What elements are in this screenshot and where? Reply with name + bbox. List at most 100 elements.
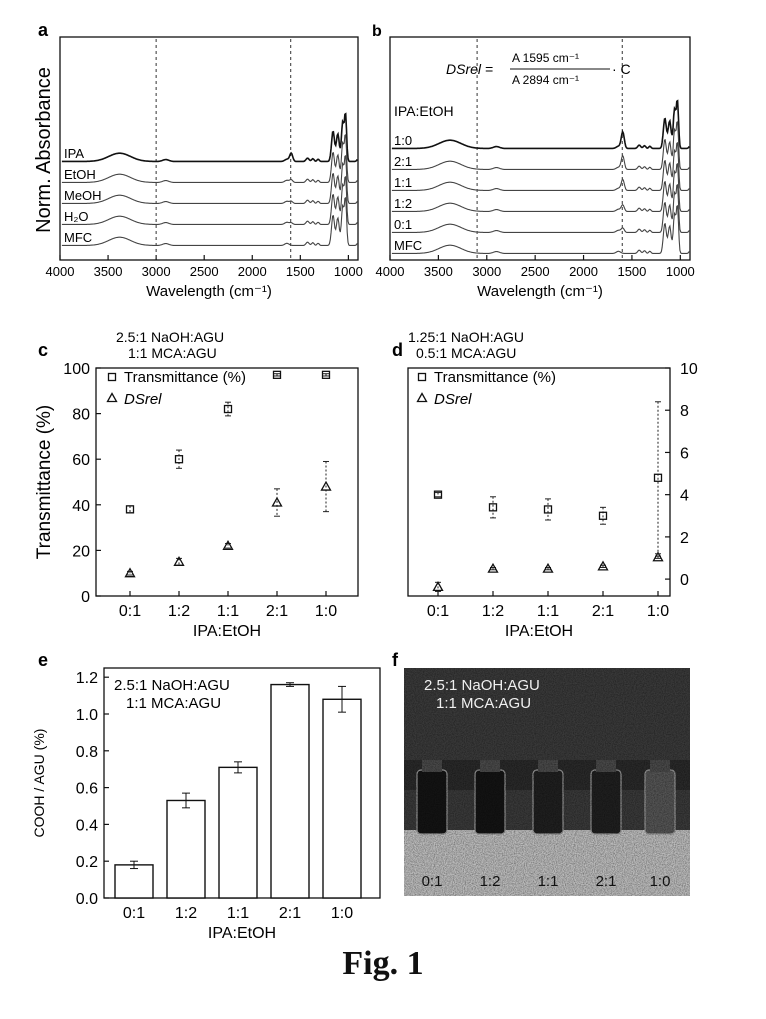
- panel-c: c2.5:1 NaOH:AGU1:1 MCA:AGU020406080100Tr…: [34, 329, 358, 640]
- y-tick-label: 1.2: [76, 670, 98, 687]
- x-axis-label: IPA:EtOH: [208, 925, 276, 942]
- x-tick-label: 3500: [94, 264, 123, 279]
- series-label: MFC: [64, 230, 92, 245]
- y-axis-label: Norm. Absorbance: [33, 67, 55, 233]
- x-tick-label: 2500: [190, 264, 219, 279]
- legend-title: IPA:EtOH: [394, 103, 454, 119]
- x-tick-label: 1:1: [537, 603, 559, 620]
- x-tick-label: 1:2: [482, 603, 504, 620]
- condition-label: 1.25:1 NaOH:AGU: [408, 329, 524, 345]
- equation-numerator: A 1595 cm⁻¹: [512, 51, 579, 65]
- condition-label: 1:1 MCA:AGU: [128, 345, 217, 361]
- condition-label: 0.5:1 MCA:AGU: [416, 345, 516, 361]
- series-label: EtOH: [64, 167, 96, 182]
- x-tick-label: 1:0: [315, 603, 337, 620]
- x-tick-label: 2:1: [592, 603, 614, 620]
- y2-tick-label: 8: [680, 403, 689, 420]
- photo-label: 1:1 MCA:AGU: [436, 695, 531, 712]
- y2-tick-label: 4: [680, 488, 689, 505]
- x-axis-label: Wavelength (cm⁻¹): [146, 283, 272, 300]
- condition-label: 2.5:1 NaOH:AGU: [116, 329, 224, 345]
- series-label: MeOH: [64, 188, 102, 203]
- panel-letter: a: [38, 20, 49, 40]
- y-tick-label: 40: [72, 498, 90, 515]
- figure-caption: Fig. 1: [0, 945, 766, 983]
- panel-e: e 2.5:1 NaOH:AGU1:1 MCA:AGU 0.0 0.2 0.4 0.6 0.…: [31, 650, 380, 942]
- y-tick-label: 0: [81, 589, 90, 606]
- x-tick-label: 1000: [334, 264, 363, 279]
- y-tick-label: 0.4: [76, 817, 98, 834]
- x-tick-label: 1500: [617, 264, 646, 279]
- condition-label: 1:1 MCA:AGU: [126, 695, 221, 712]
- panel-d: d1.25:1 NaOH:AGU0.5:1 MCA:AGU02468100:11…: [392, 329, 698, 640]
- vial-label: 1:2: [480, 873, 501, 890]
- x-tick-label: 3000: [472, 264, 501, 279]
- x-tick-label: 3000: [142, 264, 171, 279]
- series-label: MFC: [394, 238, 422, 253]
- y-tick-label: 0.2: [76, 854, 98, 871]
- plot-frame: [60, 37, 358, 260]
- x-tick-label: 2:1: [279, 905, 301, 922]
- bar: [167, 800, 205, 898]
- x-axis-label: IPA:EtOH: [193, 623, 261, 640]
- y-tick-label: 80: [72, 407, 90, 424]
- y2-tick-label: 10: [680, 361, 698, 378]
- x-tick-label: 2000: [238, 264, 267, 279]
- x-tick-label: 1:1: [217, 603, 239, 620]
- y-tick-label: 0.8: [76, 744, 98, 761]
- legend-label: DSrel: [434, 391, 472, 408]
- x-tick-label: 4000: [46, 264, 75, 279]
- x-tick-label: 2:1: [266, 603, 288, 620]
- x-tick-label: 1000: [666, 264, 695, 279]
- vial-label: 0:1: [422, 873, 443, 890]
- y-axis-label: Transmittance (%): [34, 405, 55, 560]
- y2-tick-label: 0: [680, 572, 689, 589]
- x-tick-label: 4000: [376, 264, 405, 279]
- legend-label: Transmittance (%): [124, 369, 246, 386]
- equation-suffix: · C: [612, 61, 631, 77]
- legend-label: DSrel: [124, 391, 162, 408]
- y-tick-label: 0.6: [76, 781, 98, 798]
- y-axis-label: COOH / AGU (%): [31, 729, 47, 838]
- y-tick-label: 20: [72, 543, 90, 560]
- bar: [323, 699, 361, 898]
- marker-triangle: [418, 394, 427, 402]
- x-tick-label: 0:1: [119, 603, 141, 620]
- equation-lhs: DSrel =: [446, 61, 493, 77]
- x-tick-label: 1:2: [168, 603, 190, 620]
- legend-label: Transmittance (%): [434, 369, 556, 386]
- x-axis-label: IPA:EtOH: [505, 623, 573, 640]
- marker-square: [419, 374, 426, 381]
- equation-denominator: A 2894 cm⁻¹: [512, 73, 579, 87]
- series-label: 2:1: [394, 154, 412, 169]
- y-tick-label: 100: [63, 361, 90, 378]
- panel-letter: d: [392, 340, 403, 360]
- bar: [219, 767, 257, 898]
- panel-letter: b: [372, 23, 382, 40]
- y2-tick-label: 6: [680, 445, 689, 462]
- marker-triangle: [108, 394, 117, 402]
- x-tick-label: 0:1: [427, 603, 449, 620]
- series-label: IPA: [64, 146, 84, 161]
- x-tick-label: 3500: [424, 264, 453, 279]
- panel-letter: e: [38, 650, 48, 670]
- series-label: 1:1: [394, 175, 412, 190]
- panel-letter: f: [392, 650, 399, 670]
- y-tick-label: 0.0: [76, 891, 98, 908]
- photo-label: 2.5:1 NaOH:AGU: [424, 677, 540, 694]
- condition-label: 2.5:1 NaOH:AGU: [114, 677, 230, 694]
- panel-b: b4000350030002500200015001000Wavelength …: [372, 23, 695, 300]
- x-tick-label: 1:0: [647, 603, 669, 620]
- spectrum-line: [62, 114, 357, 162]
- x-tick-label: 2000: [569, 264, 598, 279]
- bar: [115, 865, 153, 898]
- x-tick-label: 2500: [521, 264, 550, 279]
- panel-a: a4000350030002500200015001000Wavelength …: [33, 20, 363, 300]
- x-tick-label: 1:1: [227, 905, 249, 922]
- x-tick-label: 0:1: [123, 905, 145, 922]
- y-tick-label: 60: [72, 452, 90, 469]
- vial-label: 1:0: [650, 873, 671, 890]
- series-label: 1:2: [394, 196, 412, 211]
- bar: [271, 685, 309, 898]
